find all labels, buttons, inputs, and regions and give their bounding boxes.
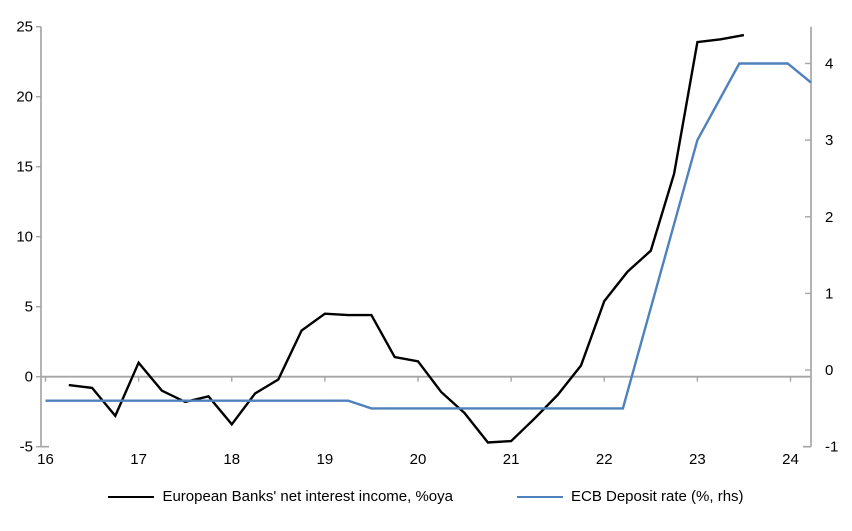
legend-item-deposit-rate: ECB Deposit rate (%, rhs) xyxy=(516,488,744,505)
x-axis-tick-label: 21 xyxy=(503,451,520,468)
legend: European Banks' net interest income, %oy… xyxy=(0,488,852,505)
left-axis-tick-label: 0 xyxy=(25,369,33,386)
series-line-net-interest-income xyxy=(68,33,745,444)
right-axis-tick-label: 0 xyxy=(825,362,833,379)
right-axis-tick-label: 3 xyxy=(825,132,833,149)
x-axis-tick-label: 24 xyxy=(782,451,799,468)
legend-item-net-interest-income: European Banks' net interest income, %oy… xyxy=(108,488,453,505)
legend-label-deposit-rate: ECB Deposit rate (%, rhs) xyxy=(570,488,744,505)
left-axis-tick-label: 5 xyxy=(25,299,33,316)
x-axis-tick-label: 16 xyxy=(37,451,54,468)
left-axis-tick-label: -5 xyxy=(20,439,33,456)
left-axis-tick-label: 10 xyxy=(16,229,33,246)
series-line-ecb-deposit-rate xyxy=(45,62,812,410)
x-axis-tick-label: 19 xyxy=(317,451,334,468)
left-axis-tick-label: 25 xyxy=(16,19,33,36)
legend-line-sample-blue xyxy=(516,495,563,498)
legend-label-net-interest-income: European Banks' net interest income, %oy… xyxy=(162,488,453,505)
x-axis-tick-label: 23 xyxy=(689,451,706,468)
legend-line-sample-black xyxy=(108,495,155,498)
right-axis-tick-label: 4 xyxy=(825,55,833,72)
x-axis-tick-label: 22 xyxy=(596,451,613,468)
x-axis-tick-label: 17 xyxy=(130,451,147,468)
right-axis-tick-label: -1 xyxy=(825,439,838,456)
left-axis-tick-label: 15 xyxy=(16,159,33,176)
left-axis-tick-label: 20 xyxy=(16,89,33,106)
x-axis-tick-label: 20 xyxy=(410,451,427,468)
right-axis-tick-label: 2 xyxy=(825,209,833,226)
x-axis-tick-label: 18 xyxy=(223,451,240,468)
right-axis-tick-label: 1 xyxy=(825,285,833,302)
